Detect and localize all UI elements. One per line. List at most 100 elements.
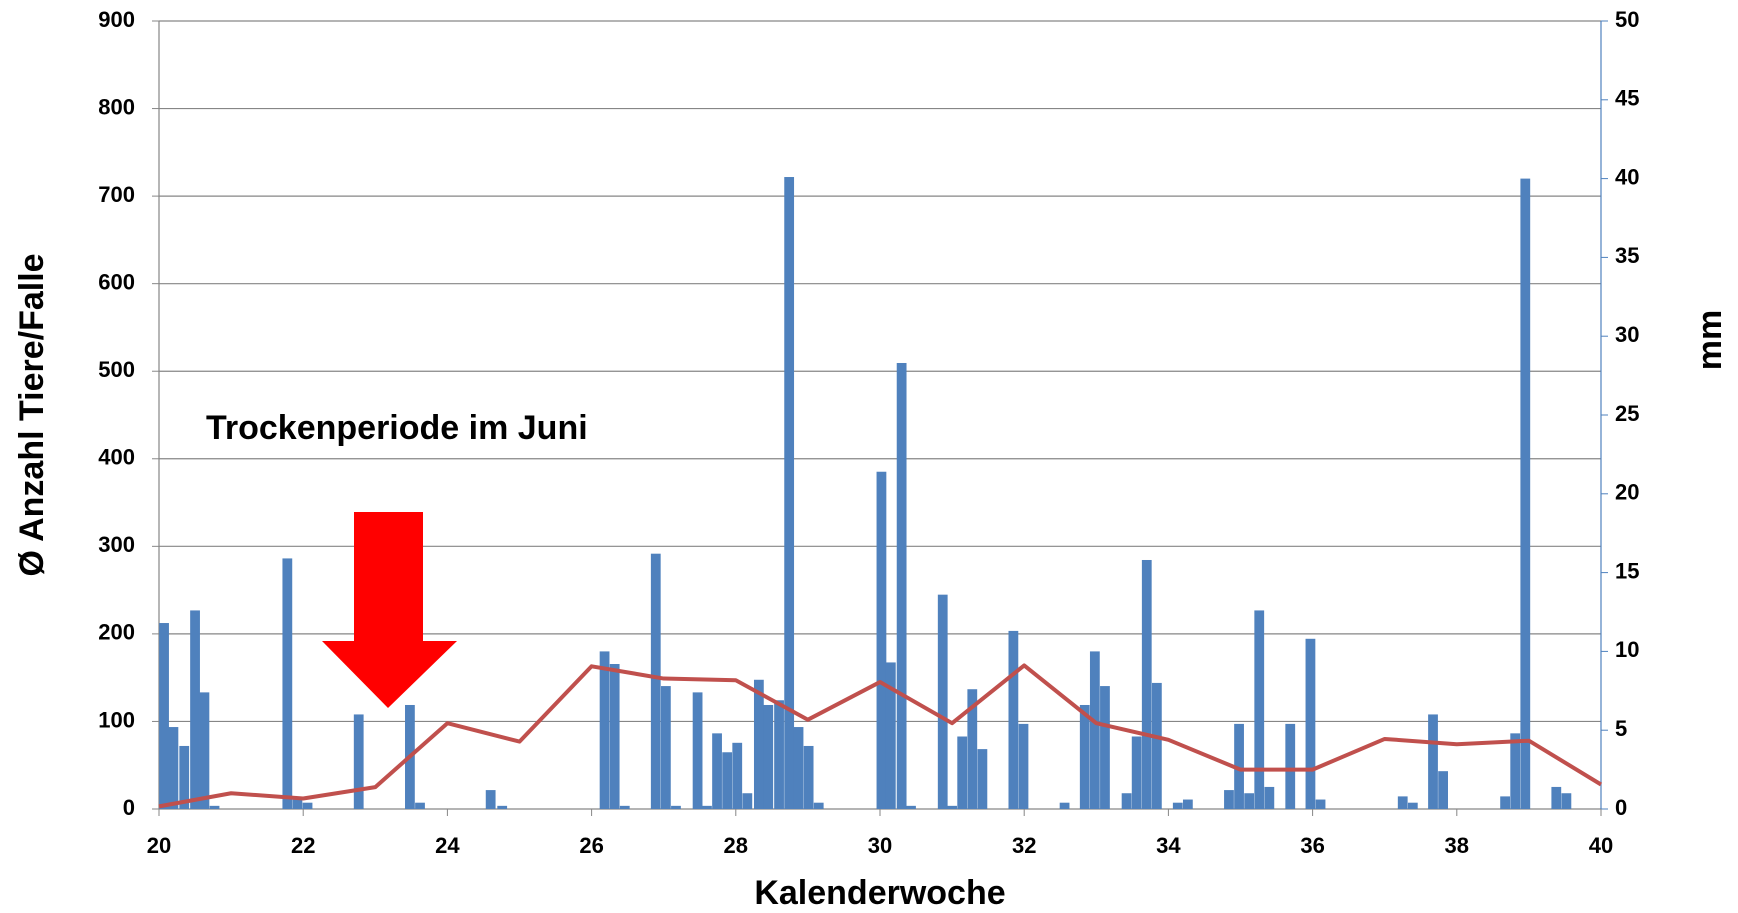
bar [1305, 638, 1316, 809]
bar [1089, 651, 1100, 809]
y2-tick-label: 20 [1615, 480, 1639, 505]
bar [650, 553, 661, 809]
bar [937, 594, 948, 809]
bar [1234, 723, 1244, 809]
bar [660, 686, 671, 809]
x-axis-title: Kalenderwoche [754, 874, 1005, 912]
bar [609, 664, 620, 809]
bar [947, 805, 957, 809]
y2-tick-label: 45 [1615, 86, 1639, 111]
y2-tick-label: 25 [1615, 401, 1639, 426]
bar [957, 736, 968, 809]
bar [1397, 796, 1408, 809]
bar [712, 733, 722, 809]
y2-tick-label: 35 [1615, 243, 1639, 268]
x-tick-label: 30 [868, 833, 892, 858]
y2-axis-title: mm [1691, 310, 1729, 370]
bar [1407, 802, 1418, 809]
bar [967, 689, 978, 809]
x-tick-label: 24 [435, 833, 460, 858]
x-tick-label: 34 [1156, 833, 1181, 858]
y-tick-label: 200 [98, 620, 135, 645]
y2-tick-label: 0 [1615, 795, 1627, 820]
line [158, 663, 1603, 809]
bar [1254, 610, 1265, 809]
bar [1510, 733, 1521, 809]
bar [619, 805, 630, 809]
bar [774, 700, 784, 809]
bar [1182, 799, 1193, 809]
arrow-shaft [354, 512, 423, 642]
bar [353, 714, 364, 809]
y2-tick-label: 10 [1615, 637, 1639, 662]
x-tick-label: 38 [1445, 833, 1469, 858]
bar [692, 692, 703, 809]
bar [722, 752, 733, 809]
y2-tick-label: 50 [1615, 7, 1639, 32]
y2-tick-label: 5 [1615, 716, 1627, 741]
y-tick-label: 400 [98, 445, 135, 470]
bar [199, 692, 210, 809]
y-tick-label: 100 [98, 707, 135, 732]
bar [282, 558, 293, 809]
bar [1008, 630, 1019, 809]
bar [885, 662, 896, 809]
bar [763, 704, 774, 809]
bar [209, 805, 220, 809]
bar [292, 799, 303, 809]
y-tick-label: 0 [123, 795, 135, 820]
y-tick-label: 800 [98, 94, 135, 119]
bar [906, 805, 916, 809]
bar [1500, 796, 1510, 809]
bar [742, 793, 753, 809]
bar [753, 679, 764, 809]
bar [1264, 786, 1275, 809]
bar [1018, 723, 1029, 809]
bar [732, 742, 743, 809]
bar [1315, 799, 1326, 809]
bar [1141, 559, 1152, 809]
bar [1224, 790, 1234, 809]
y-tick-label: 900 [98, 7, 135, 32]
x-tick-label: 40 [1589, 833, 1613, 858]
bar [1172, 802, 1183, 809]
x-tick-label: 28 [724, 833, 748, 858]
x-tick-label: 26 [579, 833, 603, 858]
bar [1428, 714, 1438, 809]
bar [1520, 178, 1531, 810]
annotation: Trockenperiode im Juni [206, 409, 588, 447]
bar [671, 805, 681, 809]
plot-area: 0 100 200 300 400 500 600 700 800 900 0 5 10 15 20 25 30… [98, 7, 1639, 858]
y2-tick-label: 40 [1615, 164, 1639, 189]
bar [1285, 723, 1296, 809]
bar [784, 177, 795, 810]
bar [415, 802, 425, 809]
bar [793, 727, 804, 809]
x-tick-label: 32 [1012, 833, 1036, 858]
bar [168, 727, 179, 809]
arrow-head [322, 641, 457, 708]
bar [497, 805, 508, 809]
bar [1059, 802, 1070, 809]
bar [977, 749, 988, 809]
bar [1079, 704, 1090, 809]
bar [599, 651, 610, 809]
x-tick-label: 36 [1300, 833, 1324, 858]
bar [179, 745, 190, 809]
y-axis-title: Ø Anzahl Tiere/Falle [13, 253, 51, 576]
bar [803, 745, 814, 809]
bar [302, 802, 313, 809]
bar [1551, 786, 1562, 809]
bar [1244, 793, 1255, 809]
bar [485, 790, 496, 809]
bar [1438, 771, 1448, 809]
bar [1121, 793, 1132, 809]
y2-tick-label: 15 [1615, 558, 1639, 583]
bar [896, 362, 907, 809]
x-tick-label: 22 [291, 833, 315, 858]
bar [702, 805, 712, 809]
arrow [322, 512, 457, 708]
y-tick-label: 300 [98, 532, 135, 557]
y2-tick-label: 30 [1615, 322, 1639, 347]
bar [1151, 682, 1162, 809]
